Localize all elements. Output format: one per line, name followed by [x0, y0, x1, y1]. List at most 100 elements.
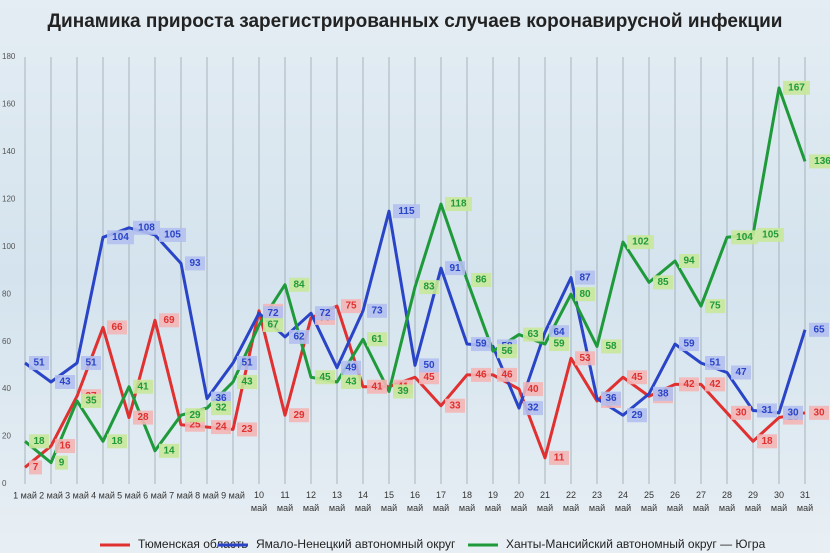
data-label: 24: [215, 422, 227, 433]
data-label: 63: [527, 329, 539, 340]
data-label-box: [653, 275, 673, 290]
data-label: 65: [813, 324, 825, 335]
x-tick-label: 30 май: [771, 490, 787, 513]
data-label-box: [757, 227, 784, 242]
legend-label: Ханты-Мансийский автономный округ — Югра: [506, 537, 766, 551]
data-label: 18: [761, 436, 773, 447]
data-label-box: [471, 367, 491, 382]
data-label-box: [445, 197, 472, 212]
data-label-box: [419, 280, 439, 295]
data-label: 7: [33, 462, 39, 473]
data-label-box: [705, 299, 725, 314]
data-label-box: [549, 325, 569, 340]
data-label-box: [289, 408, 309, 423]
x-tick-label: 14 май: [355, 490, 371, 513]
data-label: 73: [371, 305, 383, 316]
data-label-box: [55, 455, 68, 470]
data-label-box: [497, 344, 517, 359]
x-tick-label: 3 май: [65, 490, 89, 500]
data-label: 108: [138, 222, 155, 233]
data-label: 64: [553, 327, 565, 338]
data-label-box: [757, 403, 777, 418]
y-tick-label: 40: [2, 384, 11, 393]
data-label: 32: [527, 403, 539, 414]
data-label-box: [679, 377, 699, 392]
data-label: 91: [449, 263, 461, 274]
data-label: 93: [189, 258, 201, 269]
data-label-box: [341, 360, 361, 375]
data-label: 40: [527, 384, 539, 395]
data-label-box: [523, 327, 543, 342]
data-label: 11: [554, 453, 565, 464]
y-tick-label: 160: [2, 100, 16, 109]
data-label: 85: [657, 277, 669, 288]
data-label-box: [809, 322, 829, 337]
data-label-box: [627, 235, 654, 250]
legend-label: Тюменская область: [138, 537, 248, 551]
data-label-box: [185, 256, 205, 271]
data-label: 115: [398, 206, 415, 217]
data-label: 102: [632, 237, 649, 248]
data-label: 36: [215, 393, 227, 404]
data-label: 50: [423, 360, 435, 371]
data-label-box: [523, 382, 543, 397]
data-label: 28: [137, 412, 149, 423]
data-label-box: [419, 370, 439, 385]
data-label: 104: [112, 232, 129, 243]
data-label-box: [575, 351, 595, 366]
x-tick-label: 6 май: [143, 490, 167, 500]
data-label-box: [549, 337, 569, 352]
y-tick-label: 120: [2, 194, 16, 203]
x-tick-label: 19 май: [485, 490, 501, 513]
data-label-box: [445, 261, 465, 276]
x-tick-label: 22 май: [563, 490, 579, 513]
x-tick-label: 23 май: [589, 490, 605, 513]
data-label-box: [679, 254, 699, 269]
y-tick-label: 80: [2, 289, 11, 298]
data-label-box: [809, 405, 829, 420]
data-label: 30: [813, 407, 825, 418]
data-label-box: [107, 434, 127, 449]
data-label: 41: [137, 381, 149, 392]
data-label: 56: [501, 346, 513, 357]
y-tick-label: 60: [2, 337, 11, 346]
data-label: 62: [293, 332, 305, 343]
data-label: 46: [501, 370, 513, 381]
x-tick-label: 2 май: [39, 490, 63, 500]
data-label-box: [471, 272, 491, 287]
data-label: 9: [59, 457, 65, 468]
data-label-box: [601, 339, 621, 354]
data-label-box: [445, 398, 465, 413]
data-label: 53: [579, 353, 591, 364]
data-label-box: [159, 313, 179, 328]
y-tick-label: 140: [2, 147, 16, 156]
data-label: 45: [423, 372, 435, 383]
data-label: 30: [735, 407, 747, 418]
data-label: 39: [397, 386, 409, 397]
data-label: 16: [59, 441, 71, 452]
data-label-box: [705, 356, 725, 371]
data-label: 43: [59, 377, 71, 388]
data-label: 29: [189, 410, 201, 421]
data-label: 36: [605, 393, 617, 404]
data-label-box: [211, 401, 231, 416]
x-tick-label: 1 май: [13, 490, 37, 500]
x-tick-label: 29 май: [745, 490, 761, 513]
data-label: 75: [345, 301, 357, 312]
data-label-box: [809, 154, 830, 169]
data-label: 105: [164, 230, 181, 241]
data-label-box: [627, 408, 647, 423]
data-label: 42: [709, 379, 721, 390]
data-label-box: [237, 422, 257, 437]
data-label: 51: [85, 358, 97, 369]
data-label-box: [783, 80, 810, 95]
data-label-box: [263, 318, 283, 333]
data-label-box: [315, 370, 335, 385]
series-line: [24, 304, 806, 469]
data-label: 46: [475, 370, 487, 381]
data-label-box: [263, 306, 283, 321]
series-line: [24, 86, 807, 465]
data-label: 42: [683, 379, 695, 390]
data-label-box: [575, 287, 595, 302]
